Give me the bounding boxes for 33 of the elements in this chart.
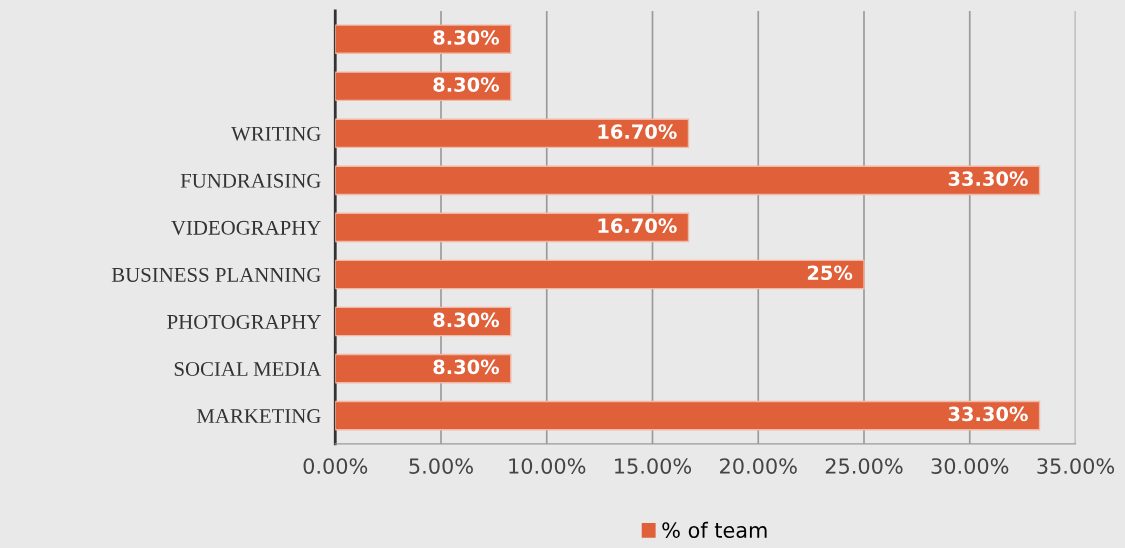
bar — [335, 400, 1041, 431]
data-label: 33.30% — [948, 171, 1028, 187]
data-label: 8.30% — [433, 359, 500, 375]
data-label: 16.70% — [598, 124, 677, 139]
bar — [335, 24, 512, 55]
y-tick-label: BUSINESS PLANNING — [111, 267, 321, 282]
bar — [335, 71, 512, 102]
data-label: 8.30% — [433, 312, 500, 328]
data-label: 33.30% — [948, 406, 1028, 422]
y-tick-label: FUNDRAISING — [180, 173, 321, 188]
bar — [335, 353, 512, 384]
data-label: 25% — [807, 265, 853, 281]
data-label: 16.70% — [598, 218, 677, 234]
y-tick-label: MARKETING — [196, 409, 321, 424]
y-tick-label: VIDEOGRAPHY — [171, 220, 321, 235]
y-tick-label: PHOTOGRAPHY — [167, 314, 321, 329]
y-tick-label: WRITING — [231, 126, 321, 141]
data-label: 8.30% — [433, 30, 500, 45]
x-tick-label: 20.00% — [720, 458, 797, 474]
x-tick-label: 10.00% — [509, 458, 586, 474]
legend-label: % of team — [662, 521, 767, 538]
bar — [335, 165, 1041, 196]
bar — [335, 118, 690, 149]
x-tick-label: 25.00% — [825, 458, 903, 474]
x-tick-label: 30.00% — [931, 458, 1009, 474]
x-tick-label: 15.00% — [615, 458, 692, 474]
x-tick-label: 35.00% — [1037, 458, 1115, 474]
x-tick-label: 5.00% — [409, 458, 473, 474]
data-label: 8.30% — [433, 77, 500, 92]
y-tick-label: SOCIAL MEDIA — [174, 362, 322, 377]
bar — [335, 212, 690, 243]
bar — [335, 259, 865, 290]
x-tick-label: 0.00% — [303, 458, 368, 474]
